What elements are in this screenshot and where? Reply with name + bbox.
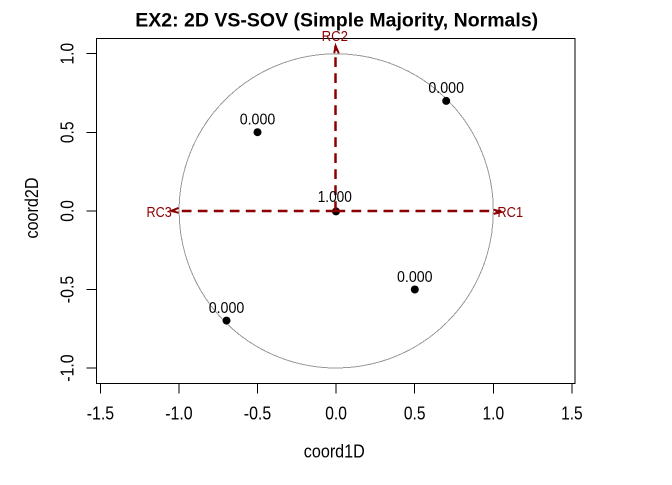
svg-text:0.000: 0.000 xyxy=(397,269,433,286)
svg-text:-0.5: -0.5 xyxy=(57,276,78,303)
svg-text:0.5: 0.5 xyxy=(57,122,78,144)
svg-text:-1.0: -1.0 xyxy=(165,403,192,424)
svg-text:-0.5: -0.5 xyxy=(244,403,271,424)
svg-text:-1.0: -1.0 xyxy=(57,354,78,381)
svg-text:0.5: 0.5 xyxy=(404,403,426,424)
svg-text:0.0: 0.0 xyxy=(57,200,78,222)
svg-text:RC3: RC3 xyxy=(147,205,172,221)
svg-text:coord2D: coord2D xyxy=(21,178,42,239)
svg-text:0.000: 0.000 xyxy=(209,300,245,317)
svg-text:1.5: 1.5 xyxy=(561,403,583,424)
svg-text:RC1: RC1 xyxy=(497,205,523,221)
svg-text:0.0: 0.0 xyxy=(325,403,347,424)
svg-text:coord1D: coord1D xyxy=(304,441,365,462)
svg-text:1.0: 1.0 xyxy=(483,403,505,424)
svg-text:EX2: 2D VS-SOV (Simple Majorit: EX2: 2D VS-SOV (Simple Majority, Normals… xyxy=(135,10,538,32)
svg-text:0.000: 0.000 xyxy=(428,80,464,97)
svg-text:RC2: RC2 xyxy=(322,29,348,45)
svg-text:0.000: 0.000 xyxy=(240,112,276,129)
svg-text:-1.5: -1.5 xyxy=(87,403,114,424)
svg-text:1.0: 1.0 xyxy=(57,43,78,65)
svg-text:1.000: 1.000 xyxy=(318,189,352,206)
